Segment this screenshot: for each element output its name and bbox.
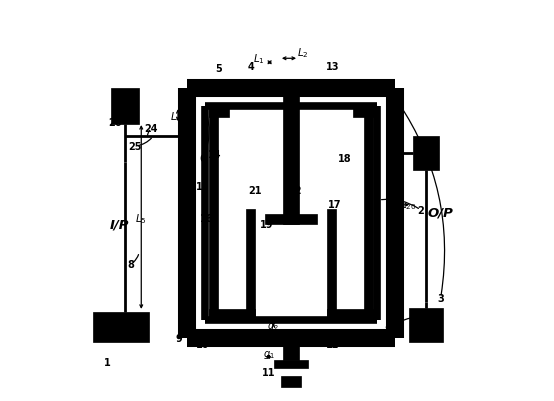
Bar [274, 360, 308, 369]
Bar [413, 137, 439, 171]
Bar [263, 81, 281, 97]
Text: 1: 1 [104, 357, 111, 367]
Text: 23: 23 [384, 325, 398, 335]
Text: 7: 7 [192, 86, 198, 96]
Text: $L_2$: $L_2$ [297, 46, 309, 60]
Bar [327, 209, 336, 318]
Text: 13: 13 [326, 62, 340, 72]
Text: 6: 6 [200, 154, 207, 164]
Text: 5: 5 [216, 64, 223, 74]
Bar [94, 312, 149, 342]
Text: 11: 11 [262, 367, 276, 377]
Text: 14: 14 [208, 150, 222, 160]
Text: 9: 9 [176, 333, 183, 343]
Bar [284, 89, 299, 225]
Text: 19: 19 [260, 219, 274, 229]
Bar [353, 109, 373, 117]
Bar [281, 376, 301, 387]
Text: $L_5$: $L_5$ [135, 212, 147, 225]
Bar [209, 109, 218, 318]
Text: 4: 4 [248, 62, 254, 72]
Bar [301, 81, 325, 97]
Text: 10: 10 [197, 339, 210, 349]
Text: $L_4$: $L_4$ [171, 110, 182, 124]
Text: 15: 15 [197, 182, 210, 192]
Bar [284, 338, 299, 360]
Text: $g_1$: $g_1$ [263, 348, 275, 360]
Bar [327, 309, 373, 318]
Bar [111, 89, 139, 125]
Text: 24: 24 [145, 124, 158, 134]
Bar [247, 209, 255, 318]
Text: 16: 16 [201, 213, 214, 223]
Text: $L_1$: $L_1$ [253, 52, 265, 66]
Text: 25: 25 [129, 142, 142, 152]
Text: 20: 20 [352, 82, 366, 92]
Text: 3: 3 [437, 293, 444, 303]
Text: 8: 8 [128, 259, 135, 269]
Text: $L_3$: $L_3$ [197, 78, 209, 92]
Bar [209, 109, 229, 117]
Text: I/P: I/P [110, 218, 129, 231]
Text: O/P: O/P [428, 206, 454, 219]
Text: $L_{20}$: $L_{20}$ [401, 198, 417, 211]
Text: $g_2$: $g_2$ [267, 320, 279, 332]
Text: 18: 18 [338, 154, 352, 164]
Text: 12: 12 [326, 339, 340, 349]
Bar [409, 308, 443, 342]
Text: 22: 22 [288, 186, 302, 196]
Bar [209, 309, 255, 318]
Text: 21: 21 [248, 186, 262, 196]
Text: 2: 2 [417, 205, 424, 215]
Bar [364, 109, 373, 318]
Bar [265, 215, 317, 225]
Text: 17: 17 [328, 199, 342, 209]
Text: 26: 26 [109, 118, 122, 128]
